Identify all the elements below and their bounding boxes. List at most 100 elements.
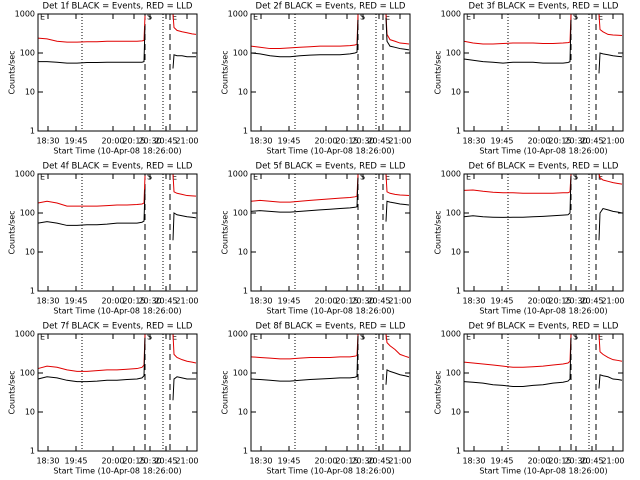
x-tick-label: 19:45: [490, 457, 513, 466]
event-label: E: [466, 173, 471, 182]
x-tick-label: 20:45: [367, 297, 390, 306]
x-tick-label: 18:30: [36, 137, 59, 146]
y-tick-label: 1000: [228, 10, 248, 19]
x-tick-label: 19:45: [277, 457, 300, 466]
series-line: [37, 337, 196, 401]
event-label: S: [360, 13, 365, 22]
event-label: S: [147, 13, 152, 22]
chart-title: Det 1f BLACK = Events, RED = LLD: [43, 2, 193, 12]
x-tick-label: 20:30: [351, 137, 374, 146]
x-tick-label: 20:45: [580, 457, 603, 466]
y-tick-label: 100: [233, 49, 248, 58]
y-tick-label: 1000: [15, 170, 35, 179]
x-tick-label: 20:00: [527, 457, 550, 466]
event-label: S: [147, 173, 152, 182]
y-tick-label: 100: [20, 369, 35, 378]
y-axis-label: Counts/sec: [434, 50, 443, 94]
x-tick-label: 21:00: [175, 137, 198, 146]
plot-frame: [463, 13, 624, 132]
y-axis-label: Counts/sec: [434, 370, 443, 414]
x-tick-label: 21:00: [601, 137, 624, 146]
x-tick-label: 18:30: [462, 297, 485, 306]
series-line: [463, 337, 623, 389]
y-axis-label: Counts/sec: [221, 50, 230, 94]
y-tick-label: 1000: [228, 170, 248, 179]
plot-frame: [250, 333, 411, 452]
y-tick-label: 1000: [441, 170, 461, 179]
x-tick-label: 20:45: [367, 457, 390, 466]
y-tick-label: 1: [243, 447, 248, 456]
x-tick-label: 21:00: [388, 137, 411, 146]
y-tick-label: 1000: [441, 330, 461, 339]
y-tick-label: 10: [25, 408, 35, 417]
x-tick-label: 20:30: [564, 137, 587, 146]
y-tick-label: 10: [238, 88, 248, 97]
chart-title: Det 8f BLACK = Events, RED = LLD: [256, 322, 406, 332]
y-tick-label: 100: [233, 209, 248, 218]
x-tick-label: 20:15: [335, 297, 358, 306]
chart-panel: Det 7f BLACK = Events, RED = LLD Counts/s…: [8, 322, 199, 476]
x-tick-label: 20:30: [138, 297, 161, 306]
y-tick-label: 1: [456, 447, 461, 456]
x-tick-label: 19:45: [490, 297, 513, 306]
x-tick-label: 21:00: [388, 457, 411, 466]
x-tick-label: 19:45: [64, 297, 87, 306]
series-line: [37, 189, 197, 241]
x-tick-label: 18:30: [36, 297, 59, 306]
series-line: [250, 333, 410, 360]
y-tick-label: 1: [30, 447, 35, 456]
x-tick-label: 20:45: [580, 137, 603, 146]
x-tick-label: 20:45: [580, 297, 603, 306]
series-line: [250, 173, 410, 203]
event-label: S: [360, 333, 365, 342]
x-tick-label: 20:00: [314, 137, 337, 146]
x-tick-label: 18:30: [462, 457, 485, 466]
chart-panel: Det 8f BLACK = Events, RED = LLD Counts/s…: [221, 322, 412, 476]
x-tick-label: 20:15: [335, 137, 358, 146]
x-axis-label: Start Time (10-Apr-08 18:26:00): [266, 147, 394, 156]
x-axis-label: Start Time (10-Apr-08 18:26:00): [53, 467, 181, 476]
x-tick-label: 19:45: [277, 137, 300, 146]
series-line: [250, 335, 410, 385]
event-label: E: [253, 173, 258, 182]
x-tick-label: 20:15: [548, 137, 571, 146]
y-tick-label: 100: [446, 369, 461, 378]
x-tick-label: 21:00: [175, 457, 198, 466]
x-tick-label: 20:45: [154, 297, 177, 306]
chart-title: Det 3f BLACK = Events, RED = LLD: [469, 2, 619, 12]
series-line: [463, 13, 623, 45]
x-tick-label: 20:00: [101, 457, 124, 466]
x-tick-label: 18:30: [462, 137, 485, 146]
x-tick-label: 20:45: [367, 137, 390, 146]
x-tick-label: 21:00: [388, 297, 411, 306]
event-label: E: [598, 333, 603, 342]
x-tick-label: 19:45: [64, 137, 87, 146]
series-line: [250, 177, 410, 222]
series-line: [463, 333, 623, 368]
y-tick-label: 10: [238, 408, 248, 417]
x-tick-label: 21:00: [175, 297, 198, 306]
event-label: E: [172, 173, 177, 182]
x-tick-label: 18:30: [249, 457, 272, 466]
chart-panel: Det 5f BLACK = Events, RED = LLD Counts/s…: [221, 162, 412, 316]
series-line: [37, 13, 197, 43]
event-label: E: [385, 333, 390, 342]
y-tick-label: 1000: [441, 10, 461, 19]
series-line: [250, 17, 410, 58]
plot-frame: [37, 173, 198, 292]
x-tick-label: 20:15: [548, 457, 571, 466]
chart-title: Det 5f BLACK = Events, RED = LLD: [256, 162, 406, 172]
plot-frame: [37, 333, 198, 452]
event-label: E: [40, 13, 45, 22]
x-tick-label: 20:00: [314, 297, 337, 306]
x-tick-label: 20:45: [154, 137, 177, 146]
x-tick-label: 18:30: [36, 457, 59, 466]
y-tick-label: 10: [451, 408, 461, 417]
x-tick-label: 20:30: [138, 457, 161, 466]
x-tick-label: 18:30: [249, 137, 272, 146]
x-tick-label: 20:00: [314, 457, 337, 466]
y-tick-label: 100: [446, 209, 461, 218]
event-label: E: [40, 333, 45, 342]
